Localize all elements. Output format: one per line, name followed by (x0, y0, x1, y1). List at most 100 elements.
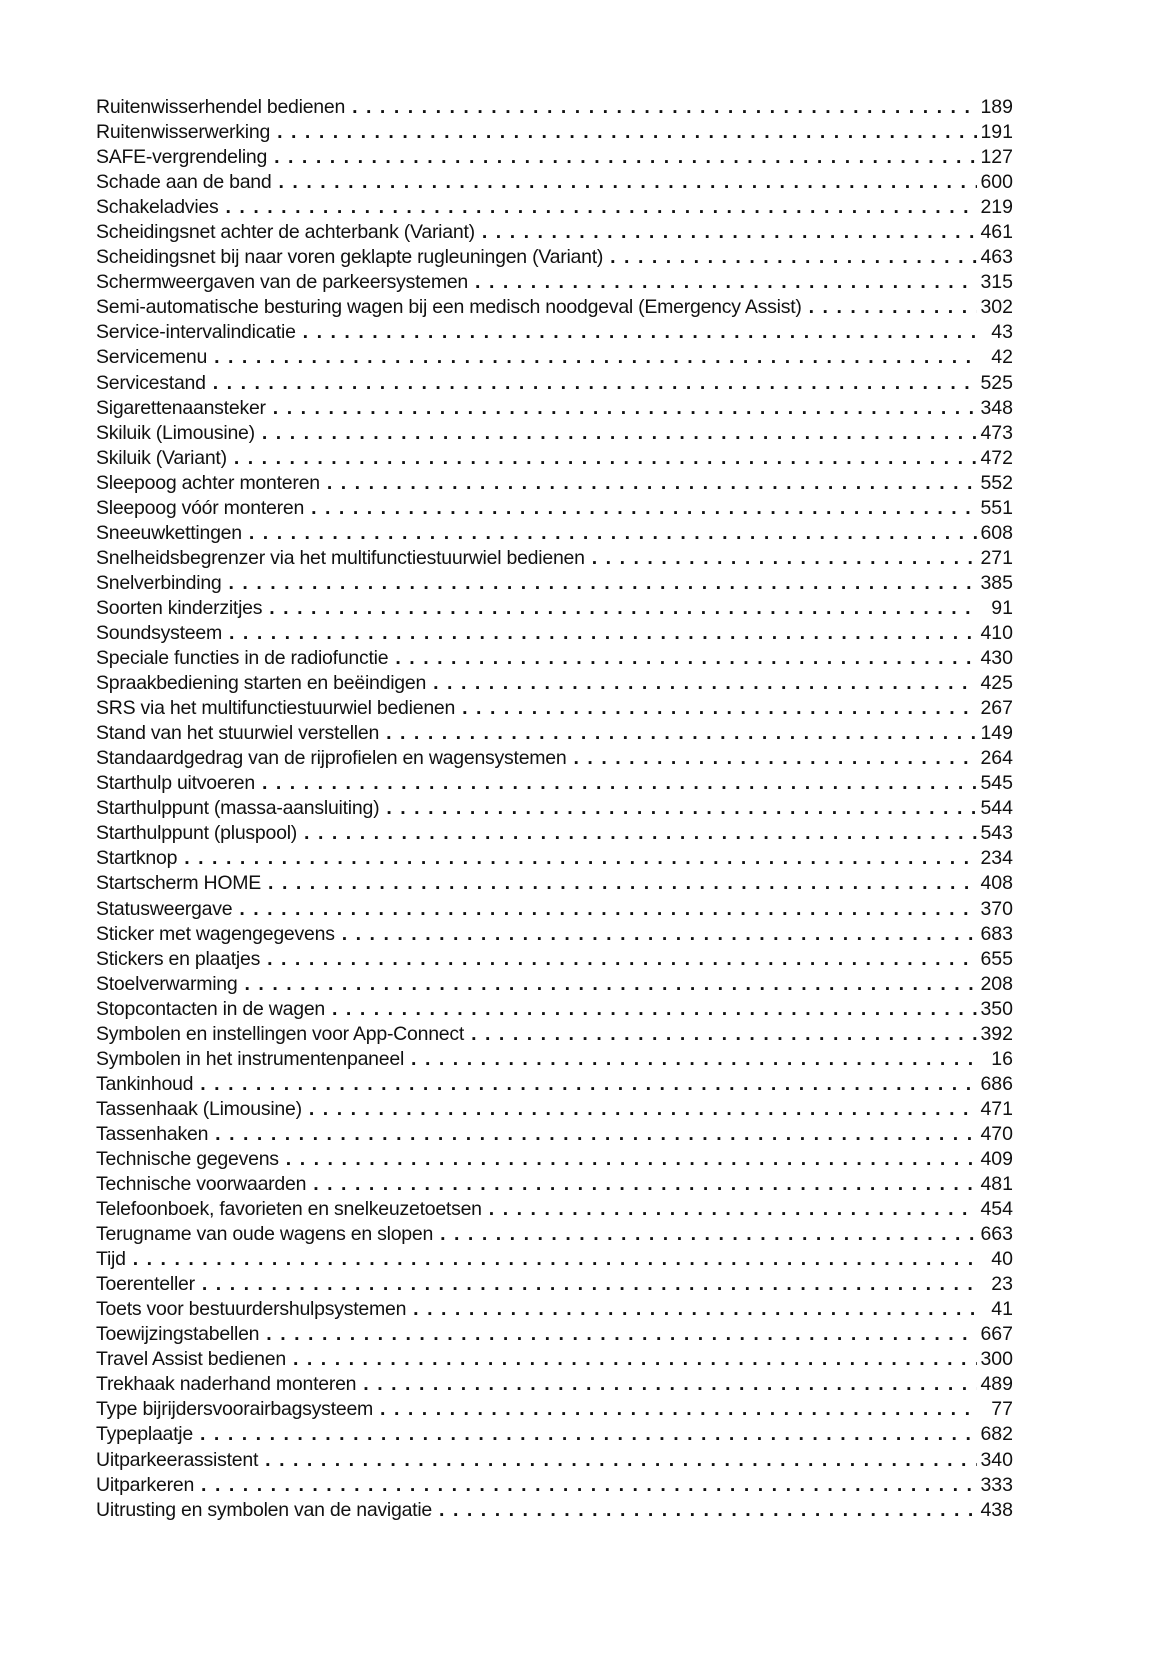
entry-page-number: 300 (980, 1348, 1013, 1371)
entry-page-number: 40 (991, 1248, 1013, 1271)
entry-label: Soundsysteem (96, 621, 222, 644)
dotted-leader (226, 196, 978, 219)
dotted-leader (433, 672, 977, 695)
index-entry-row: Speciale functies in de radiofunctie 430 (96, 647, 1013, 672)
entry-page-number: 543 (980, 822, 1013, 845)
dotted-leader (133, 1248, 977, 1271)
entry-page-number: 370 (980, 897, 1013, 920)
entry-page-number: 340 (980, 1448, 1013, 1471)
dotted-leader (332, 998, 977, 1021)
entry-label: Servicestand (96, 371, 206, 394)
dotted-leader (229, 622, 977, 645)
index-entry-row: Travel Assist bedienen 300 (96, 1348, 1013, 1373)
entry-page-number: 42 (991, 346, 1013, 369)
entry-label: Type bijrijdersvoorairbagsysteem (96, 1398, 374, 1421)
entry-label: Sigarettenaansteker (96, 396, 266, 419)
entry-page-number: 219 (980, 196, 1013, 219)
entry-label: Service-intervalindicatie (96, 321, 296, 344)
dotted-leader (482, 221, 977, 244)
index-entry-row: Soorten kinderzitjes 91 (96, 597, 1013, 622)
entry-label: Schade aan de band (96, 171, 272, 194)
dotted-leader (214, 346, 977, 369)
dotted-leader (610, 246, 977, 269)
index-entry-row: Skiluik (Limousine) 473 (96, 422, 1013, 447)
entry-page-number: 551 (980, 496, 1013, 519)
dotted-leader (201, 1474, 977, 1497)
entry-page-number: 463 (980, 246, 1013, 269)
dotted-leader (413, 1298, 977, 1321)
index-entry-row: Semi-automatische besturing wagen bij ee… (96, 296, 1013, 321)
index-entry-row: Stopcontacten in de wagen 350 (96, 998, 1013, 1023)
entry-page-number: 663 (980, 1223, 1013, 1246)
entry-label: Servicemenu (96, 346, 208, 369)
index-list: Ruitenwisserhendel bedienen 189 Ruitenwi… (96, 96, 1013, 1524)
entry-label: Toerenteller (96, 1273, 195, 1296)
index-entry-row: Sticker met wagengegevens 683 (96, 923, 1013, 948)
dotted-leader (200, 1423, 977, 1446)
dotted-leader (471, 1023, 977, 1046)
dotted-leader (269, 597, 977, 620)
entry-page-number: 385 (980, 571, 1013, 594)
index-entry-row: Scheidingsnet achter de achterbank (Vari… (96, 221, 1013, 246)
entry-label: Stand van het stuurwiel verstellen (96, 722, 380, 745)
index-entry-row: Symbolen en instellingen voor App-Connec… (96, 1023, 1013, 1048)
dotted-leader (200, 1073, 977, 1096)
index-entry-row: Service-intervalindicatie 43 (96, 321, 1013, 346)
index-entry-row: Tassenhaken 470 (96, 1123, 1013, 1148)
dotted-leader (273, 397, 977, 420)
entry-label: Uitrusting en symbolen van de navigatie (96, 1498, 433, 1521)
index-entry-row: Sigarettenaansteker 348 (96, 397, 1013, 422)
dotted-leader (266, 1323, 977, 1346)
entry-label: Speciale functies in de radiofunctie (96, 647, 389, 670)
entry-label: Scheidingsnet bij naar voren geklapte ru… (96, 246, 604, 269)
entry-page-number: 302 (980, 296, 1013, 319)
entry-page-number: 392 (980, 1022, 1013, 1045)
entry-label: Schermweergaven van de parkeersystemen (96, 271, 469, 294)
index-entry-row: Stickers en plaatjes 655 (96, 948, 1013, 973)
index-entry-row: Starthulppunt (massa-aansluiting) 544 (96, 797, 1013, 822)
entry-page-number: 454 (980, 1198, 1013, 1221)
dotted-leader (244, 973, 977, 996)
dotted-leader (363, 1373, 977, 1396)
entry-label: SAFE-vergrendeling (96, 146, 268, 169)
dotted-leader (277, 121, 977, 144)
entry-page-number: 481 (980, 1173, 1013, 1196)
entry-page-number: 471 (980, 1097, 1013, 1120)
entry-page-number: 682 (980, 1423, 1013, 1446)
index-entry-row: Typeplaatje 682 (96, 1423, 1013, 1448)
dotted-leader (489, 1198, 977, 1221)
entry-page-number: 655 (980, 947, 1013, 970)
dotted-leader (386, 722, 977, 745)
dotted-leader (184, 847, 977, 870)
entry-label: Typeplaatje (96, 1423, 193, 1446)
entry-page-number: 189 (980, 96, 1013, 118)
index-entry-row: Toewijzingstabellen 667 (96, 1323, 1013, 1348)
entry-page-number: 472 (980, 446, 1013, 469)
index-entry-row: Telefoonboek, favorieten en snelkeuzetoe… (96, 1198, 1013, 1223)
dotted-leader (475, 271, 977, 294)
dotted-leader (304, 822, 977, 845)
entry-page-number: 41 (991, 1298, 1013, 1321)
index-entry-row: Tijd 40 (96, 1248, 1013, 1273)
entry-label: Stickers en plaatjes (96, 947, 261, 970)
entry-page-number: 552 (980, 471, 1013, 494)
entry-label: Soorten kinderzitjes (96, 596, 263, 619)
entry-label: Toets voor bestuurdershulpsystemen (96, 1298, 407, 1321)
dotted-leader (395, 647, 977, 670)
entry-page-number: 77 (991, 1398, 1013, 1421)
index-entry-row: Servicestand 525 (96, 372, 1013, 397)
entry-label: Tassenhaken (96, 1122, 209, 1145)
dotted-leader (274, 146, 977, 169)
index-entry-row: Technische gegevens 409 (96, 1148, 1013, 1173)
dotted-leader (265, 1449, 977, 1472)
entry-label: Standaardgedrag van de rijprofielen en w… (96, 747, 567, 770)
index-entry-row: Tankinhoud 686 (96, 1073, 1013, 1098)
dotted-leader (380, 1398, 977, 1421)
entry-page-number: 430 (980, 647, 1013, 670)
entry-page-number: 271 (980, 546, 1013, 569)
index-entry-row: Ruitenwisserhendel bedienen 189 (96, 96, 1013, 121)
index-entry-row: Stoelverwarming 208 (96, 973, 1013, 998)
entry-label: Statusweergave (96, 897, 233, 920)
index-entry-row: Statusweergave 370 (96, 898, 1013, 923)
entry-label: Technische gegevens (96, 1147, 279, 1170)
